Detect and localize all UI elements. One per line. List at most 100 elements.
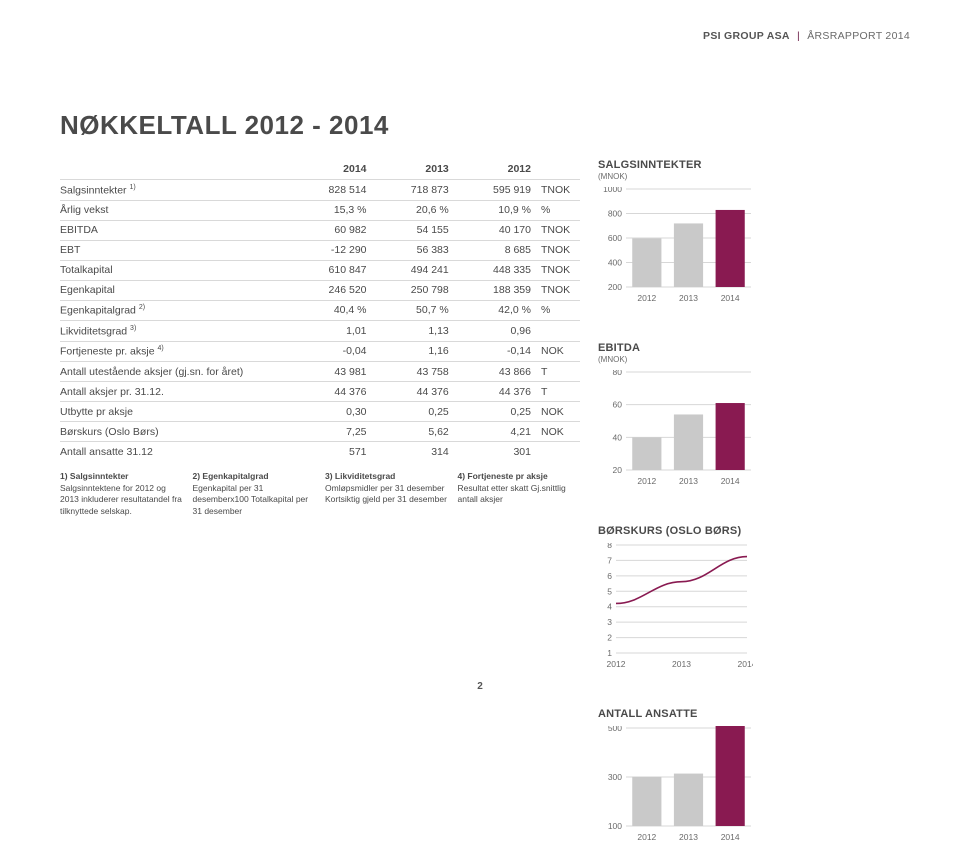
svg-text:2012: 2012 (607, 659, 626, 669)
row-label: Antall aksjer pr. 31.12. (60, 382, 290, 402)
footnote: 4) Fortjeneste pr aksjeResultat etter sk… (458, 471, 581, 517)
svg-text:2012: 2012 (637, 832, 656, 842)
table-row: Fortjeneste pr. aksje 4)-0,041,16-0,14NO… (60, 341, 580, 362)
chart-title: ANTALL ANSATTE (598, 708, 753, 720)
cell-value: 494 241 (373, 260, 455, 280)
svg-text:40: 40 (613, 432, 623, 442)
footnote: 1) SalgsinntekterSalgsinntektene for 201… (60, 471, 183, 517)
row-label: EBITDA (60, 220, 290, 240)
svg-text:60: 60 (613, 400, 623, 410)
cell-value: -12 290 (290, 240, 372, 260)
footnote-body: Egenkapital per 31 desemberx100 Totalkap… (193, 483, 316, 517)
cell-value: 43 758 (373, 362, 455, 382)
table-row: Totalkapital 610 847494 241448 335TNOK (60, 260, 580, 280)
svg-text:2013: 2013 (679, 293, 698, 303)
footnote-title: 2) Egenkapitalgrad (193, 471, 316, 481)
svg-text:2014: 2014 (721, 832, 740, 842)
cell-value: 40,4 % (290, 300, 372, 321)
cell-value: 7,25 (290, 422, 372, 442)
row-label: Utbytte pr aksje (60, 402, 290, 422)
cell-value: 188 359 (455, 280, 537, 300)
svg-text:2013: 2013 (679, 476, 698, 486)
svg-text:5: 5 (607, 586, 612, 596)
cell-unit (537, 321, 580, 342)
cell-value: 595 919 (455, 180, 537, 201)
cell-value: 44 376 (373, 382, 455, 402)
footnote-body: Resultat etter skatt Gj.snittlig antall … (458, 483, 581, 506)
chart-canvas: 100300500201220132014 (598, 726, 753, 851)
footnotes: 1) SalgsinntekterSalgsinntektene for 201… (60, 471, 580, 517)
svg-text:800: 800 (608, 209, 622, 219)
row-label: Likviditetsgrad 3) (60, 321, 290, 342)
content-row: 2014 2013 2012 Salgsinntekter 1)828 514718… (60, 159, 910, 851)
svg-text:8: 8 (607, 543, 612, 550)
page-number: 2 (0, 681, 960, 692)
row-label: Egenkapitalgrad 2) (60, 300, 290, 321)
row-label: Totalkapital (60, 260, 290, 280)
cell-unit: TNOK (537, 260, 580, 280)
svg-text:2012: 2012 (637, 476, 656, 486)
page-title: NØKKELTALL 2012 - 2014 (60, 110, 910, 141)
chart-canvas: 2004006008001000201220132014 (598, 187, 753, 312)
cell-value: -0,04 (290, 341, 372, 362)
cell-value: 301 (455, 442, 537, 462)
cell-value: 571 (290, 442, 372, 462)
footnote: 3) LikviditetsgradOmløpsmidler per 31 de… (325, 471, 448, 517)
row-label: EBT (60, 240, 290, 260)
report-page: PSI GROUP ASA | ÅRSRAPPORT 2014 NØKKELTA… (0, 0, 960, 714)
table-row: Utbytte pr aksje 0,300,250,25NOK (60, 402, 580, 422)
table-row: Børskurs (Oslo Børs) 7,255,624,21NOK (60, 422, 580, 442)
row-label: Antall utestående aksjer (gj.sn. for åre… (60, 362, 290, 382)
svg-text:100: 100 (608, 821, 622, 831)
table-row: Egenkapitalgrad 2)40,4 %50,7 %42,0 %% (60, 300, 580, 321)
svg-text:200: 200 (608, 282, 622, 292)
svg-text:1: 1 (607, 648, 612, 658)
cell-unit: T (537, 362, 580, 382)
cell-value: 0,25 (373, 402, 455, 422)
table-row: Antall utestående aksjer (gj.sn. for åre… (60, 362, 580, 382)
svg-text:2014: 2014 (721, 293, 740, 303)
row-label: Antall ansatte 31.12 (60, 442, 290, 462)
cell-value: 8 685 (455, 240, 537, 260)
cell-value: 1,13 (373, 321, 455, 342)
cell-unit: TNOK (537, 220, 580, 240)
table-row: EBITDA 60 98254 15540 170TNOK (60, 220, 580, 240)
table-row: Salgsinntekter 1)828 514718 873595 919TN… (60, 180, 580, 201)
table-row: Likviditetsgrad 3)1,011,130,96 (60, 321, 580, 342)
column-header: 2012 (455, 159, 537, 180)
cell-value: 44 376 (290, 382, 372, 402)
cell-unit: NOK (537, 341, 580, 362)
chart-title: EBITDA (598, 342, 753, 354)
charts-column: SALGSINNTEKTER (MNOK) 200400600800100020… (598, 159, 910, 851)
row-label: Egenkapital (60, 280, 290, 300)
cell-unit: NOK (537, 422, 580, 442)
chart-subtitle: (MNOK) (598, 355, 753, 364)
chart-canvas: 20406080201220132014 (598, 370, 753, 495)
cell-value: 1,16 (373, 341, 455, 362)
table-and-footnotes: 201420132012 Salgsinntekter 1)828 514718… (60, 159, 580, 851)
cell-unit: % (537, 200, 580, 220)
cell-value: 718 873 (373, 180, 455, 201)
cell-value: 44 376 (455, 382, 537, 402)
cell-value: 250 798 (373, 280, 455, 300)
chart-ebitda: EBITDA (MNOK) 20406080201220132014 (598, 342, 753, 495)
row-label: Børskurs (Oslo Børs) (60, 422, 290, 442)
table-row: Antall aksjer pr. 31.12. 44 37644 37644 … (60, 382, 580, 402)
svg-text:7: 7 (607, 555, 612, 565)
cell-value: 56 383 (373, 240, 455, 260)
cell-value: -0,14 (455, 341, 537, 362)
cell-value: 50,7 % (373, 300, 455, 321)
svg-text:1000: 1000 (603, 187, 622, 194)
cell-value: 20,6 % (373, 200, 455, 220)
svg-text:2013: 2013 (679, 832, 698, 842)
cell-unit (537, 442, 580, 462)
svg-text:2013: 2013 (672, 659, 691, 669)
cell-value: 314 (373, 442, 455, 462)
svg-text:400: 400 (608, 258, 622, 268)
table-row: Antall ansatte 31.12 571314301 (60, 442, 580, 462)
row-label: Salgsinntekter 1) (60, 180, 290, 201)
svg-text:2012: 2012 (637, 293, 656, 303)
column-header: 2014 (290, 159, 372, 180)
cell-value: 15,3 % (290, 200, 372, 220)
cell-value: 60 982 (290, 220, 372, 240)
